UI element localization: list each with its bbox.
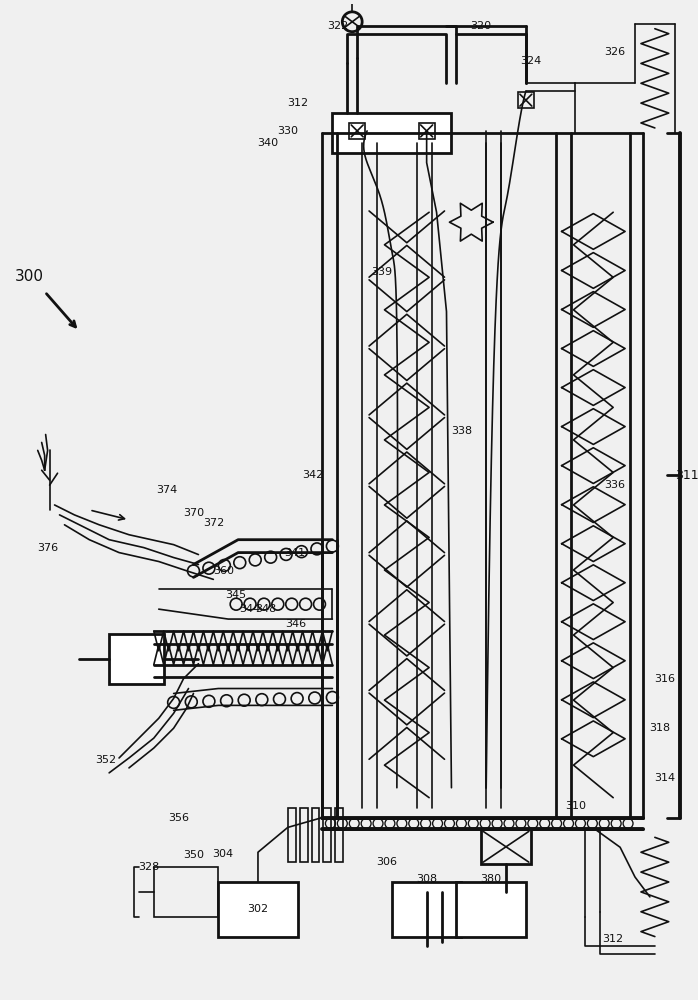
Text: 356: 356 — [168, 813, 189, 823]
Text: 370: 370 — [183, 508, 204, 518]
Bar — [456, 882, 526, 937]
Text: 338: 338 — [451, 426, 472, 436]
Bar — [335, 808, 343, 862]
Bar — [518, 92, 534, 108]
Text: 308: 308 — [416, 874, 437, 884]
Bar — [109, 634, 164, 684]
Text: 304: 304 — [213, 849, 234, 859]
Text: 314: 314 — [654, 773, 676, 783]
Text: 306: 306 — [376, 857, 397, 867]
Text: 311: 311 — [675, 469, 698, 482]
Text: 326: 326 — [604, 47, 625, 57]
Text: 352: 352 — [96, 755, 117, 765]
Bar — [481, 829, 530, 864]
Text: 312: 312 — [602, 934, 624, 944]
Text: 380: 380 — [481, 874, 502, 884]
Text: 340: 340 — [258, 138, 279, 148]
Text: 346: 346 — [285, 619, 306, 629]
Text: 302: 302 — [247, 904, 269, 914]
Bar — [323, 808, 332, 862]
Text: 360: 360 — [213, 566, 234, 576]
Text: 376: 376 — [37, 543, 58, 553]
Bar — [332, 113, 452, 153]
Text: 350: 350 — [183, 850, 204, 860]
Text: 344: 344 — [239, 604, 260, 614]
Text: 328: 328 — [138, 862, 159, 872]
Text: 339: 339 — [371, 267, 392, 277]
Text: 374: 374 — [156, 485, 177, 495]
Text: 322: 322 — [327, 21, 348, 31]
Bar — [311, 808, 320, 862]
Text: 345: 345 — [225, 590, 246, 600]
Text: 310: 310 — [565, 801, 586, 811]
Text: 318: 318 — [649, 723, 670, 733]
Text: 312: 312 — [287, 98, 309, 108]
Text: 348: 348 — [255, 604, 276, 614]
Bar — [419, 123, 435, 139]
Text: 336: 336 — [604, 480, 625, 490]
Bar — [218, 882, 297, 937]
Bar — [392, 882, 461, 937]
Bar — [154, 867, 218, 917]
Bar — [349, 123, 365, 139]
Text: 342: 342 — [302, 470, 323, 480]
Bar — [299, 808, 308, 862]
Text: 330: 330 — [277, 126, 298, 136]
Text: 320: 320 — [470, 21, 492, 31]
Text: 300: 300 — [15, 269, 44, 284]
Text: 372: 372 — [202, 518, 224, 528]
Bar — [288, 808, 296, 862]
Text: 316: 316 — [654, 674, 675, 684]
Text: 324: 324 — [520, 56, 542, 66]
Text: 341: 341 — [284, 548, 305, 558]
